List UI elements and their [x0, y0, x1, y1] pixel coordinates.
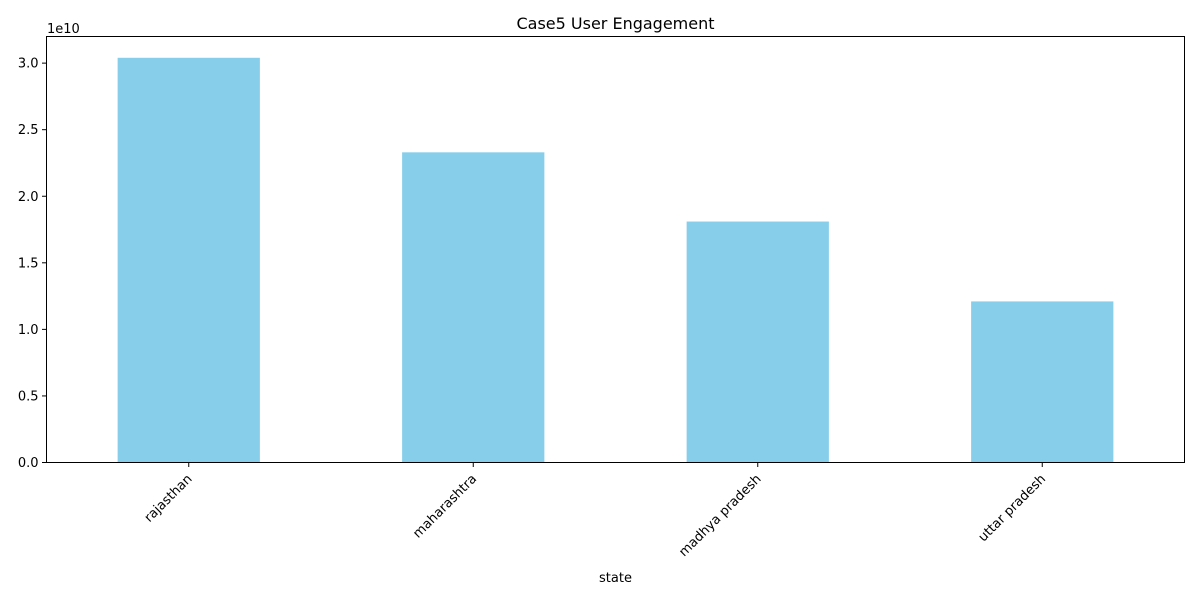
bar-madhya-pradesh	[686, 221, 829, 463]
bar-rajasthan	[117, 57, 260, 463]
y-tick-label: 1.0	[18, 323, 39, 338]
y-axis-ticks: 0.0 0.5 1.0 1.5 2.0 2.5 3.0	[18, 57, 47, 471]
bars-group	[117, 57, 1114, 463]
y-tick-label: 0.0	[18, 456, 39, 471]
x-tick-label: uttar pradesh	[976, 472, 1049, 545]
x-axis-label: state	[599, 571, 632, 586]
x-tick-label: maharashtra	[410, 472, 480, 542]
x-tick-label: madhya pradesh	[676, 472, 764, 560]
y-tick-label: 0.5	[18, 389, 39, 404]
y-axis-offset-label: 1e10	[47, 22, 80, 37]
bar-maharashtra	[402, 152, 545, 463]
chart-title: Case5 User Engagement	[516, 14, 714, 33]
x-axis-ticks: rajasthan maharashtra madhya pradesh uttar …	[142, 462, 1049, 560]
plot-area-frame	[46, 36, 1185, 463]
bar-uttar-pradesh	[971, 301, 1114, 463]
x-tick-label: rajasthan	[142, 472, 196, 526]
y-tick-label: 1.5	[18, 256, 39, 271]
y-tick-label: 2.5	[18, 123, 39, 138]
y-tick-label: 3.0	[18, 57, 39, 72]
y-tick-label: 2.0	[18, 190, 39, 205]
